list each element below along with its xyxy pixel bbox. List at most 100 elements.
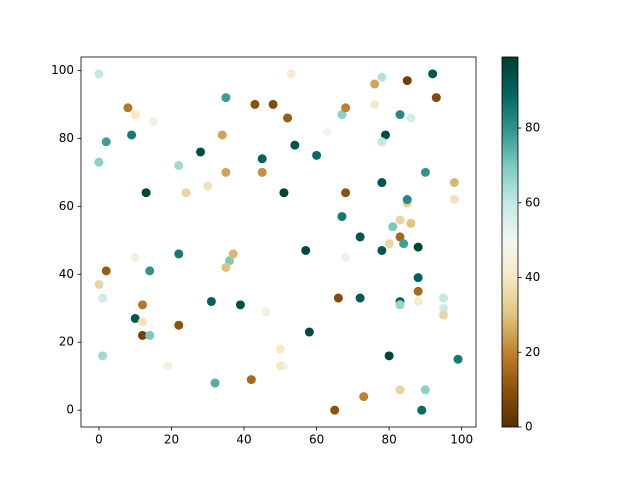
point — [94, 279, 104, 289]
point — [261, 307, 271, 317]
point — [290, 140, 300, 150]
point — [123, 103, 133, 113]
point — [337, 110, 347, 120]
point — [359, 392, 369, 402]
point — [333, 293, 343, 303]
point — [279, 188, 289, 198]
x-tick-label: 0 — [95, 433, 103, 447]
point — [420, 167, 430, 177]
point — [174, 320, 184, 330]
point — [406, 218, 416, 228]
x-tick-label: 100 — [450, 433, 473, 447]
point — [94, 157, 104, 167]
colorbar-tick-label: 80 — [525, 121, 540, 135]
point — [355, 293, 365, 303]
point — [196, 147, 206, 157]
y-tick-label: 0 — [66, 403, 74, 417]
point — [286, 69, 296, 79]
point — [130, 110, 140, 120]
point — [449, 195, 459, 205]
point — [275, 361, 285, 371]
x-tick-label: 20 — [164, 433, 179, 447]
colorbar-tick-label: 20 — [525, 345, 540, 359]
point — [417, 405, 427, 415]
point — [101, 266, 111, 276]
point — [98, 351, 108, 361]
point — [370, 99, 380, 109]
point — [217, 130, 227, 140]
x-tick-label: 80 — [381, 433, 396, 447]
point — [130, 252, 140, 262]
point — [250, 99, 260, 109]
point — [312, 150, 322, 160]
point — [428, 69, 438, 79]
point — [406, 113, 416, 123]
point — [395, 215, 405, 225]
point — [341, 252, 351, 262]
point — [439, 310, 449, 320]
point — [235, 300, 245, 310]
point — [137, 300, 147, 310]
y-tick-label: 60 — [59, 199, 74, 213]
point — [145, 266, 155, 276]
point — [439, 293, 449, 303]
point — [384, 351, 394, 361]
point — [413, 242, 423, 252]
point — [141, 188, 151, 198]
colorbar-tick-label: 40 — [525, 270, 540, 284]
point — [395, 300, 405, 310]
point — [337, 212, 347, 222]
point — [304, 327, 314, 337]
point — [402, 195, 412, 205]
plot-frame — [80, 56, 477, 428]
point — [370, 79, 380, 89]
point — [449, 178, 459, 188]
point — [341, 188, 351, 198]
x-tick-label: 60 — [309, 433, 324, 447]
point — [377, 178, 387, 188]
point — [127, 130, 137, 140]
point — [268, 99, 278, 109]
point — [145, 330, 155, 340]
point — [413, 273, 423, 283]
point — [174, 161, 184, 171]
point — [228, 249, 238, 259]
point — [137, 317, 147, 327]
point — [395, 385, 405, 395]
point — [413, 296, 423, 306]
point — [322, 127, 332, 137]
point — [174, 249, 184, 259]
y-tick-label: 20 — [59, 335, 74, 349]
point — [402, 76, 412, 86]
point — [221, 167, 231, 177]
colorbar — [501, 56, 519, 428]
point — [98, 293, 108, 303]
y-tick-label: 100 — [51, 63, 74, 77]
point — [246, 375, 256, 385]
point — [377, 245, 387, 255]
point — [453, 354, 463, 364]
point — [355, 232, 365, 242]
point — [420, 385, 430, 395]
point — [137, 330, 147, 340]
point — [377, 137, 387, 147]
point — [275, 344, 285, 354]
point — [399, 239, 409, 249]
point — [257, 154, 267, 164]
point — [301, 245, 311, 255]
point — [431, 93, 441, 103]
y-tick-label: 80 — [59, 131, 74, 145]
y-tick-label: 40 — [59, 267, 74, 281]
point — [210, 378, 220, 388]
point — [395, 232, 405, 242]
point — [283, 113, 293, 123]
point — [221, 262, 231, 272]
x-tick-label: 40 — [236, 433, 251, 447]
colorbar-tick-label: 60 — [525, 195, 540, 209]
point — [381, 130, 391, 140]
point — [439, 303, 449, 313]
point — [341, 103, 351, 113]
point — [257, 167, 267, 177]
point — [395, 110, 405, 120]
point — [148, 116, 158, 126]
